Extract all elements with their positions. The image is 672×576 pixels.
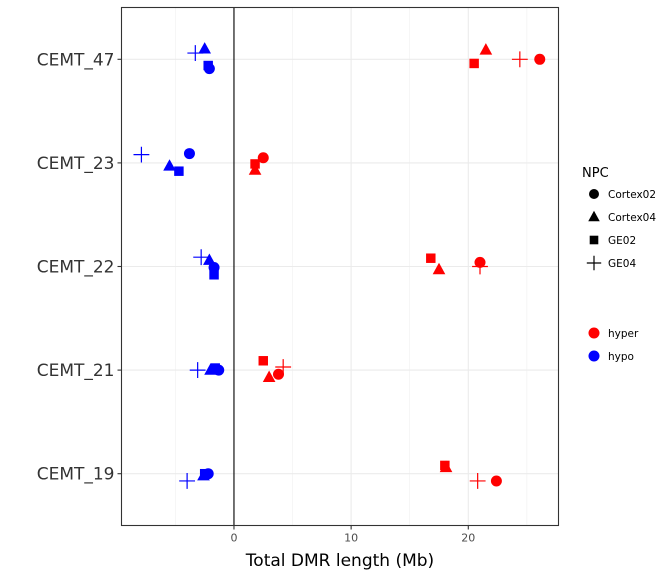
legend-label-cortex04: Cortex04 xyxy=(608,212,656,224)
legend-key-plus xyxy=(586,255,602,271)
legend-label-ge04: GE04 xyxy=(608,258,636,270)
data-point-hyper-cemt-22-ge02 xyxy=(426,253,436,263)
data-point-hyper-cemt-23-ge02 xyxy=(250,159,260,169)
shape-legend: NPC Cortex02 Cortex04 GE02 GE04 xyxy=(582,166,656,271)
data-point-hyper-cemt-23-cortex02 xyxy=(257,152,269,164)
data-point-hyper-cemt-47-cortex02 xyxy=(534,53,546,65)
x-tick-label: 10 xyxy=(344,532,358,545)
y-tick-label: CEMT_23 xyxy=(37,154,115,174)
y-axis-ticks: CEMT_19 CEMT_21 CEMT_22 CEMT_23 CEMT_47 xyxy=(37,50,122,485)
data-point-hypo-cemt-21-ge04 xyxy=(189,362,206,379)
data-point-hyper-cemt-21-cortex04 xyxy=(262,370,276,382)
data-point-hyper-cemt-19-ge04 xyxy=(469,473,486,489)
data-point-hyper-cemt-22-cortex04 xyxy=(432,262,446,275)
data-point-hypo-cemt-23-cortex04 xyxy=(163,159,176,171)
x-axis-ticks: 0 10 20 xyxy=(230,525,475,545)
data-points xyxy=(133,42,546,489)
y-tick-label: CEMT_21 xyxy=(37,361,115,381)
legend-key-hyper xyxy=(588,327,600,339)
data-point-hypo-cemt-19-ge04 xyxy=(179,473,196,489)
data-point-hypo-cemt-19-ge02 xyxy=(199,468,210,479)
data-point-hyper-cemt-23-cortex04 xyxy=(248,163,262,175)
legend-key-square xyxy=(589,235,599,245)
legend-key-triangle xyxy=(588,210,600,222)
data-point-hypo-cemt-21-ge02 xyxy=(210,363,220,373)
data-point-hypo-cemt-23-ge02 xyxy=(174,166,184,176)
data-point-hypo-cemt-22-cortex04 xyxy=(203,253,216,265)
data-point-hyper-cemt-47-cortex04 xyxy=(479,43,493,55)
shape-legend-items: Cortex02 Cortex04 GE02 GE04 xyxy=(586,189,656,271)
data-point-hyper-cemt-47-ge02 xyxy=(469,58,479,69)
data-point-hyper-cemt-47-ge04 xyxy=(511,51,528,68)
legend-label-cortex02: Cortex02 xyxy=(608,189,656,201)
data-point-hyper-cemt-19-cortex02 xyxy=(490,475,502,487)
legend-key-hypo xyxy=(588,350,600,362)
y-tick-label: CEMT_22 xyxy=(37,258,115,278)
y-tick-label: CEMT_47 xyxy=(37,50,115,70)
legend-key-circle xyxy=(589,189,599,199)
data-point-hyper-cemt-21-ge04 xyxy=(275,359,292,375)
data-point-hypo-cemt-23-ge04 xyxy=(133,146,150,163)
data-point-hypo-cemt-47-cortex04 xyxy=(198,42,212,54)
legend-label-hypo: hypo xyxy=(608,351,634,363)
data-point-hyper-cemt-21-ge02 xyxy=(258,356,268,366)
x-tick-label: 0 xyxy=(230,532,237,545)
y-tick-label: CEMT_19 xyxy=(37,465,115,485)
x-axis-title: Total DMR length (Mb) xyxy=(245,551,434,571)
color-legend: hyper hypo xyxy=(588,327,639,363)
data-point-hyper-cemt-21-cortex02 xyxy=(272,368,284,380)
data-point-hyper-cemt-22-ge04 xyxy=(472,258,488,275)
data-point-hypo-cemt-22-ge04 xyxy=(193,249,210,266)
data-point-hypo-cemt-47-ge04 xyxy=(187,45,204,62)
data-point-hypo-cemt-23-cortex02 xyxy=(183,148,195,160)
legend-label-hyper: hyper xyxy=(608,328,639,340)
data-point-hypo-cemt-47-ge02 xyxy=(203,60,213,71)
shape-legend-title: NPC xyxy=(582,166,609,181)
data-point-hypo-cemt-22-ge02 xyxy=(209,270,219,280)
x-tick-label: 20 xyxy=(461,532,475,545)
legend-label-ge02: GE02 xyxy=(608,235,636,247)
data-point-hyper-cemt-19-ge02 xyxy=(440,460,450,471)
